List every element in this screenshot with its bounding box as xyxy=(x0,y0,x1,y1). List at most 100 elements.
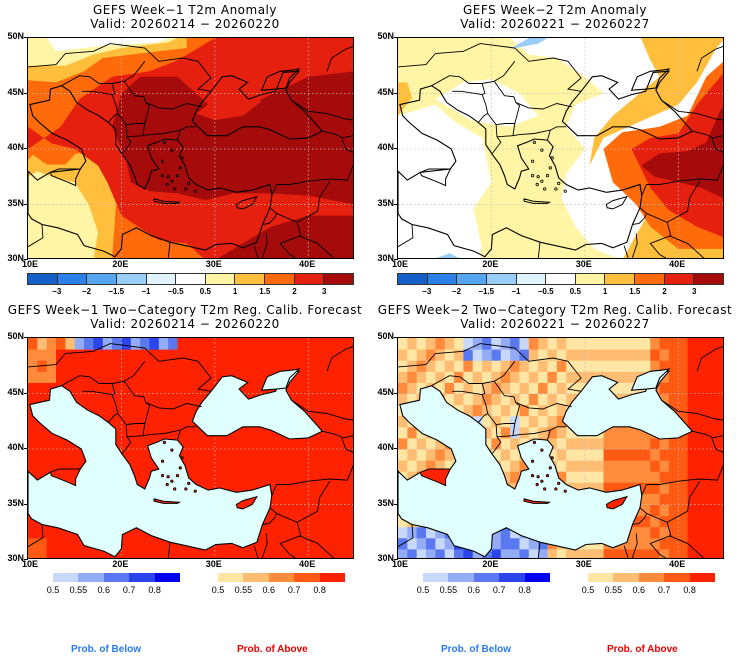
probability-cell xyxy=(444,371,455,383)
country-border xyxy=(107,83,119,123)
colorbar-label: 0.5 xyxy=(581,585,595,595)
probability-cell xyxy=(242,371,253,383)
probability-cell xyxy=(224,449,235,461)
probability-cell xyxy=(659,493,670,505)
colorbar-label: 0.55 xyxy=(439,585,458,595)
probability-cell xyxy=(482,426,492,439)
probability-cell xyxy=(336,415,347,428)
probability-cell xyxy=(566,382,577,394)
probability-cell xyxy=(659,471,670,483)
probability-cell xyxy=(472,404,483,417)
colorbar-label: 0.55 xyxy=(69,585,88,595)
colorbar-swatch xyxy=(176,274,206,284)
probability-cell xyxy=(519,338,530,350)
probability-cell xyxy=(298,382,309,394)
probability-cell xyxy=(500,471,511,483)
probability-cell xyxy=(177,449,188,461)
probability-cell xyxy=(289,349,300,361)
probability-cell xyxy=(158,393,169,406)
latitude-tick xyxy=(394,337,398,338)
probability-cell xyxy=(149,415,160,428)
probability-cell xyxy=(233,371,244,383)
latitude-tick xyxy=(394,503,398,505)
probability-cell xyxy=(298,504,309,517)
probability-cell xyxy=(233,360,244,372)
probability-cell xyxy=(336,349,347,361)
mediterranean-sea-coast xyxy=(398,85,643,258)
country-border xyxy=(398,343,582,392)
probability-cell xyxy=(242,460,253,472)
probability-cell xyxy=(336,460,347,472)
probability-cell xyxy=(56,460,66,472)
probability-cell xyxy=(308,548,319,558)
probability-cell xyxy=(280,338,291,350)
probability-cell xyxy=(84,393,94,406)
probability-cell xyxy=(205,437,216,450)
probability-cell xyxy=(308,482,319,494)
probability-cell xyxy=(547,360,558,372)
probability-cell xyxy=(678,360,689,372)
probability-cell xyxy=(650,548,661,558)
probability-cell xyxy=(336,526,347,539)
probability-cell xyxy=(510,338,520,350)
latitude-label: 50N xyxy=(377,331,394,341)
country-border xyxy=(398,224,414,248)
probability-cell xyxy=(547,393,558,406)
probability-cell xyxy=(640,548,651,558)
probability-cell xyxy=(130,537,141,550)
probability-cell xyxy=(205,482,216,494)
prob-below-colorbar xyxy=(423,573,551,582)
probability-cell xyxy=(270,526,281,539)
probability-cell xyxy=(261,460,272,472)
colorbar-swatch xyxy=(116,274,147,284)
colorbar-label: 0.7 xyxy=(492,585,506,595)
probability-cell xyxy=(500,449,511,461)
probability-cell xyxy=(659,460,670,472)
probability-cell xyxy=(668,548,679,558)
probability-cell xyxy=(612,382,623,394)
probability-cell xyxy=(575,471,586,483)
probability-cell xyxy=(270,548,281,558)
probability-cell xyxy=(261,437,272,450)
probability-cell xyxy=(28,449,38,461)
probability-cell xyxy=(538,415,548,428)
probability-cell xyxy=(289,482,300,494)
probability-cell xyxy=(416,371,427,383)
probability-cell xyxy=(500,415,511,428)
probability-cell xyxy=(158,404,169,417)
probability-cell xyxy=(130,449,141,461)
probability-cell xyxy=(640,504,651,517)
probability-cell xyxy=(668,471,679,483)
probability-cell xyxy=(603,548,614,558)
probability-cell xyxy=(659,437,670,450)
colorbar-label: 0.5 xyxy=(199,287,211,296)
country-border xyxy=(180,126,197,131)
probability-cell xyxy=(584,437,595,450)
probability-cell xyxy=(214,548,225,558)
latitude-label: 40N xyxy=(7,142,24,152)
colorbar-label: 0.5 xyxy=(416,585,430,595)
probability-cell xyxy=(398,426,408,439)
probability-cell xyxy=(177,393,188,406)
probability-cell xyxy=(345,537,353,550)
country-border xyxy=(126,429,181,441)
probability-cell xyxy=(196,437,207,450)
colorbar-swatch xyxy=(268,573,295,582)
probability-cell xyxy=(398,382,408,394)
probability-cell xyxy=(528,426,539,439)
latitude-label: 45N xyxy=(7,86,24,97)
probability-cell xyxy=(289,382,300,394)
probability-cell xyxy=(407,371,418,383)
probability-cell xyxy=(252,382,263,394)
probability-cell xyxy=(650,515,661,528)
probability-cell xyxy=(510,371,520,383)
probability-cell xyxy=(519,382,530,394)
country-border xyxy=(326,46,353,72)
colorbar-label: 0.7 xyxy=(122,585,136,595)
country-border xyxy=(28,343,212,392)
probability-cell xyxy=(308,537,319,550)
country-border xyxy=(641,465,723,496)
probability-cell xyxy=(416,360,427,372)
panel-week2-anomaly: GEFS Week−2 T2m Anomaly Valid: 20260221 … xyxy=(370,0,740,300)
probability-cell xyxy=(612,371,623,383)
